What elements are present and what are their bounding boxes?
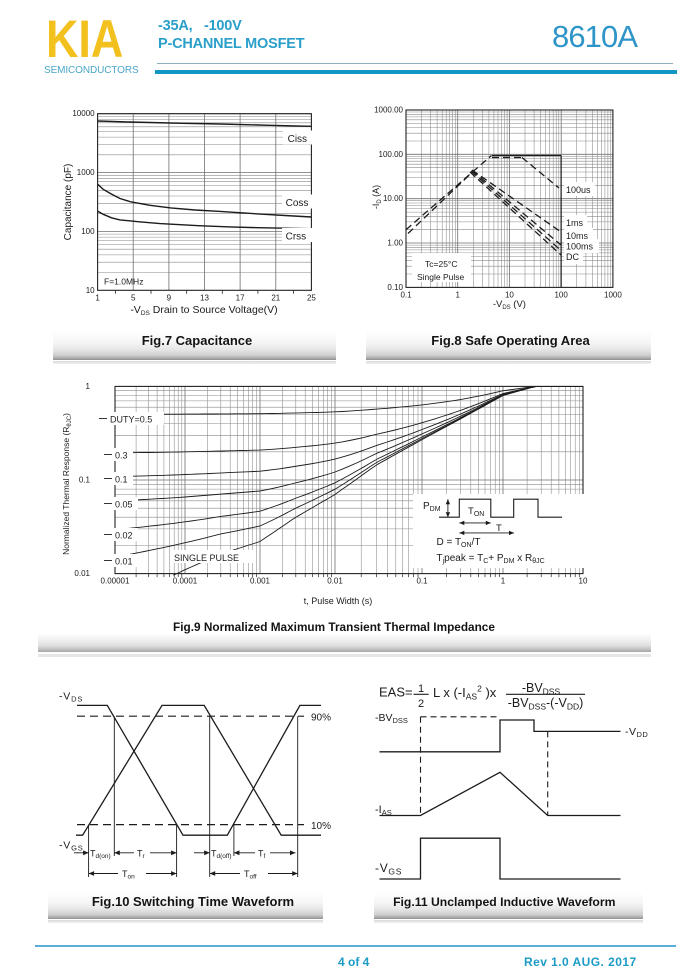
svg-text:Single Pulse: Single Pulse: [417, 272, 465, 282]
svg-text:0.1: 0.1: [79, 476, 91, 485]
svg-text:-VDS (V): -VDS (V): [493, 299, 526, 311]
svg-text:0.0001: 0.0001: [173, 577, 198, 586]
svg-text:-VDS: -VDS: [59, 691, 83, 704]
svg-text:13: 13: [200, 293, 209, 302]
svg-text:1.00: 1.00: [387, 239, 403, 248]
svg-text:90%: 90%: [311, 713, 331, 724]
svg-text:Td(on): Td(on): [90, 848, 111, 860]
svg-text:Coss: Coss: [286, 198, 309, 209]
svg-text:1ms: 1ms: [566, 218, 584, 228]
svg-text:Normalized Thermal Response (R: Normalized Thermal Response (RθJC): [61, 413, 73, 555]
svg-text:1: 1: [95, 293, 100, 302]
svg-text:0.01: 0.01: [74, 569, 90, 578]
svg-text:0.05: 0.05: [115, 500, 133, 510]
svg-text:D = TON/T: D = TON/T: [437, 537, 481, 549]
svg-text:100: 100: [554, 290, 568, 299]
svg-text:F=1.0MHz: F=1.0MHz: [104, 277, 143, 287]
svg-text:1: 1: [418, 683, 424, 695]
svg-text:1: 1: [86, 382, 91, 391]
svg-text:0.1: 0.1: [115, 475, 128, 485]
svg-text:SINGLE PULSE: SINGLE PULSE: [174, 553, 239, 563]
svg-text:0.1: 0.1: [416, 577, 428, 586]
svg-text:0.01: 0.01: [327, 577, 343, 586]
svg-text:10000: 10000: [72, 109, 95, 118]
svg-text:1000: 1000: [604, 290, 622, 299]
svg-text:10.00: 10.00: [383, 194, 404, 203]
svg-text:0.1: 0.1: [400, 290, 412, 299]
svg-text:Tjpeak = TC+ PDM x RθJC: Tjpeak = TC+ PDM x RθJC: [437, 553, 545, 565]
svg-text:0.01: 0.01: [115, 557, 133, 567]
svg-text:L x (-IAS2 )x: L x (-IAS2 )x: [433, 684, 497, 702]
svg-text:10%: 10%: [311, 821, 331, 832]
svg-text:Tf: Tf: [258, 848, 266, 860]
svg-text:DUTY=0.5: DUTY=0.5: [110, 415, 152, 425]
svg-text:Ciss: Ciss: [288, 134, 307, 145]
svg-text:Td(off): Td(off): [211, 848, 232, 860]
svg-text:17: 17: [236, 293, 245, 302]
svg-text:-IAS: -IAS: [375, 804, 392, 817]
svg-text:Capacitance (pF): Capacitance (pF): [63, 164, 74, 241]
svg-text:Crss: Crss: [286, 232, 307, 243]
svg-text:t, Pulse Width (s): t, Pulse Width (s): [304, 596, 373, 606]
svg-text:100.00: 100.00: [379, 150, 404, 159]
svg-text:-VDD: -VDD: [625, 726, 648, 739]
svg-text:100: 100: [81, 227, 95, 236]
svg-text:10ms: 10ms: [566, 231, 589, 241]
svg-text:1000: 1000: [77, 168, 95, 177]
svg-text:10: 10: [579, 577, 588, 586]
svg-text:1000.00: 1000.00: [374, 106, 403, 115]
svg-text:Toff: Toff: [244, 869, 257, 881]
svg-text:0.00001: 0.00001: [101, 577, 130, 586]
svg-text:5: 5: [131, 293, 136, 302]
svg-text:25: 25: [307, 293, 316, 302]
svg-text:10: 10: [86, 286, 95, 295]
svg-text:-VGS: -VGS: [375, 861, 402, 877]
svg-text:-BVDSS: -BVDSS: [375, 712, 408, 725]
svg-text:9: 9: [167, 293, 172, 302]
svg-text:Tr: Tr: [137, 848, 146, 860]
svg-text:-BVDSS-(-VDD): -BVDSS-(-VDD): [508, 696, 584, 712]
svg-text:0.02: 0.02: [115, 531, 133, 541]
svg-text:21: 21: [271, 293, 280, 302]
svg-text:100us: 100us: [566, 185, 591, 195]
svg-text:DC: DC: [566, 252, 579, 262]
svg-text:2: 2: [418, 698, 424, 710]
svg-text:100ms: 100ms: [566, 242, 594, 252]
svg-text:Ton: Ton: [122, 869, 135, 881]
svg-text:-VGS: -VGS: [59, 840, 84, 853]
svg-text:-ID (A): -ID (A): [371, 185, 383, 209]
svg-text:0.001: 0.001: [250, 577, 271, 586]
svg-text:Tc=25°C: Tc=25°C: [425, 259, 457, 269]
svg-text:0.3: 0.3: [115, 451, 128, 461]
svg-text:0.10: 0.10: [387, 283, 403, 292]
svg-text:T: T: [496, 523, 502, 534]
svg-text:-VDS Drain to Source Voltage(V: -VDS Drain to Source Voltage(V): [130, 304, 277, 317]
svg-text:1: 1: [455, 290, 460, 299]
svg-text:1: 1: [501, 577, 506, 586]
svg-text:10: 10: [505, 290, 514, 299]
svg-text:EAS=: EAS=: [379, 685, 413, 700]
